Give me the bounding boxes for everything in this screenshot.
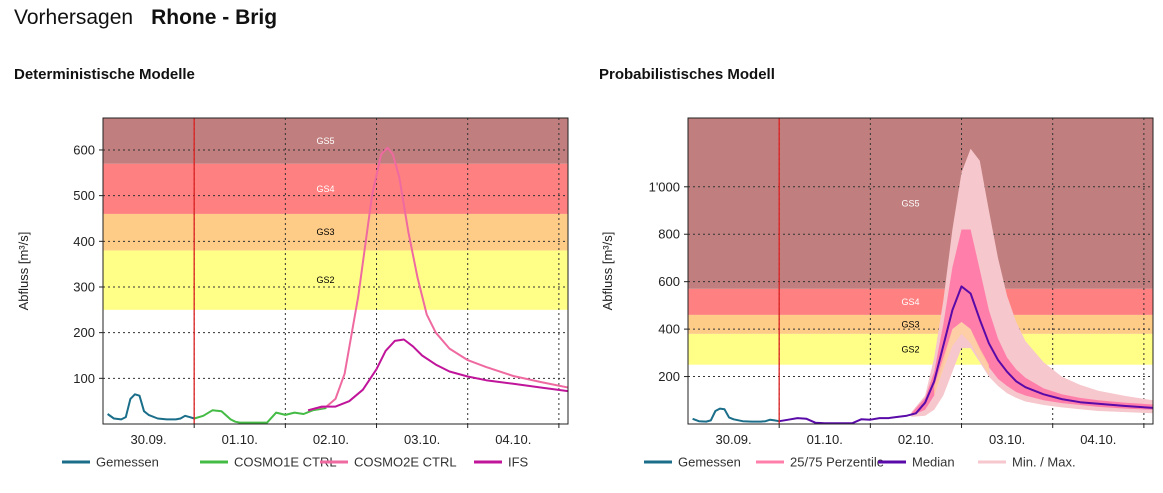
deterministic-chart-title: Deterministische Modelle (14, 66, 195, 83)
station-name: Rhone - Brig (151, 6, 278, 29)
probabilistic-chart: GS2 GS3 GS4 GS5 200 400 600 800 1'000 30.09. 01.10… (600, 117, 1154, 470)
plot-frame (687, 117, 1154, 425)
x-tick-label: 04.10. (1080, 432, 1116, 447)
y-tick-label: 600 (658, 274, 680, 289)
band-median-shadow (934, 322, 989, 396)
legend: Gemessen COSMO1E CTRL COSMO2E CTRL IFS (62, 455, 529, 470)
legend: Gemessen 25/75 Perzentile Median Min. / Max… (644, 455, 1076, 470)
x-tick-label: 03.10. (404, 432, 440, 447)
zone-label-gs3: GS3 (316, 227, 334, 237)
series-line-gemessen (692, 407, 780, 423)
band-25-75-perzentile (911, 229, 1153, 416)
y-tick-label: 300 (73, 279, 95, 294)
zone-gs2 (688, 333, 1153, 365)
legend-label: IFS (508, 455, 529, 470)
zone-label-gs4: GS4 (901, 297, 919, 307)
series-line-gemessen (107, 393, 195, 421)
x-tick-label: 30.09. (716, 432, 752, 447)
legend-label: Gemessen (96, 455, 159, 470)
zone-label-gs5: GS5 (316, 136, 334, 146)
series-line-median (779, 285, 1153, 424)
legend-label: COSMO1E CTRL (234, 455, 337, 470)
zone-gs5 (688, 118, 1153, 289)
x-tick-label: 02.10. (313, 432, 349, 447)
zone-gs4 (103, 163, 568, 214)
y-axis-label: Abfluss [m³/s] (600, 232, 615, 311)
zone-label-gs3: GS3 (901, 319, 919, 329)
y-tick-label: 200 (658, 369, 680, 384)
zone-gs2 (103, 250, 568, 310)
legend-label: 25/75 Perzentile (790, 455, 884, 470)
y-tick-label: 800 (658, 227, 680, 242)
y-tick-label: 500 (73, 188, 95, 203)
series-line-ifs (307, 338, 568, 412)
series-line-cosmo1e-ctrl (193, 407, 327, 424)
series-layer (107, 146, 568, 424)
x-tick-label: 01.10. (807, 432, 843, 447)
series-line-cosmo2e-ctrl (307, 146, 568, 412)
zone-gs3 (103, 213, 568, 251)
plot-frame (102, 117, 569, 425)
zone-label-gs4: GS4 (316, 184, 334, 194)
legend-label: Min. / Max. (1012, 455, 1076, 470)
x-tick-label: 03.10. (989, 432, 1025, 447)
x-tick-label: 04.10. (495, 432, 531, 447)
legend-label: COSMO2E CTRL (354, 455, 457, 470)
x-tick-label: 30.09. (131, 432, 167, 447)
band-min-max- (911, 148, 1153, 417)
y-tick-label: 1'000 (649, 179, 680, 194)
y-axis-label: Abfluss [m³/s] (16, 232, 31, 311)
y-tick-label: 400 (658, 322, 680, 337)
page-header: Vorhersagen Rhone - Brig (14, 6, 277, 40)
y-tick-label: 100 (73, 371, 95, 386)
legend-label: Median (912, 455, 955, 470)
zone-gs4 (688, 288, 1153, 315)
zone-label-gs2: GS2 (901, 344, 919, 354)
x-tick-label: 02.10. (898, 432, 934, 447)
x-tick-label: 01.10. (222, 432, 258, 447)
y-tick-label: 400 (73, 234, 95, 249)
probabilistic-chart-title: Probabilistisches Modell (599, 66, 775, 83)
legend-label: Gemessen (678, 455, 741, 470)
y-tick-label: 200 (73, 325, 95, 340)
zone-label-gs2: GS2 (316, 275, 334, 285)
zone-gs3 (688, 314, 1153, 334)
series-layer (692, 148, 1153, 424)
zone-label-gs5: GS5 (901, 198, 919, 208)
deterministic-chart: GS2 GS3 GS4 GS5 100 200 300 400 500 600 30.09. 01.1… (16, 117, 569, 470)
y-tick-label: 600 (73, 142, 95, 157)
zone-gs5 (103, 118, 568, 164)
page-label: Vorhersagen (14, 6, 134, 29)
